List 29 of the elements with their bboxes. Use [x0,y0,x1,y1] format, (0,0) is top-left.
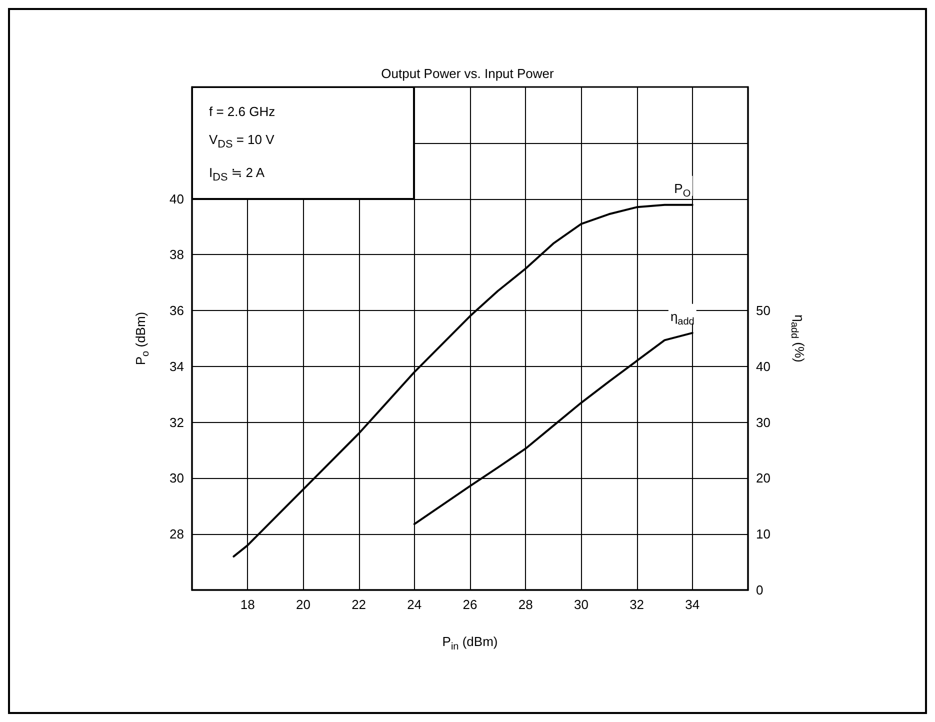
y2-tick-label: 30 [756,414,770,430]
y2-axis-title: ηadd (%) [788,314,807,362]
y-tick-label: 40 [170,191,184,206]
y-tick-label: 36 [170,303,184,318]
y2-tick-label: 20 [756,470,770,486]
x-tick-label: 24 [407,597,422,612]
y-tick-label: 34 [170,358,184,374]
y2-tick-label: 0 [756,582,764,598]
annotation: V$_{DS}$ = 10 V [209,131,276,153]
y-tick-label: 30 [170,470,184,486]
annotation: I$_{DS}$ ≒ 2 A [209,164,266,186]
y2-tick-label: 10 [756,526,770,542]
x-tick-label: 22 [352,597,366,612]
x-tick-label: 28 [518,597,533,612]
x-tick-label: 18 [240,597,255,612]
note-box: f = 2.6 GHz V$_{DS}$ = 10 V I$_{DS}$ ≒ 2 A [192,87,414,199]
y2-tick-label: 40 [756,358,770,374]
x-tick-label: 26 [462,597,478,612]
x-tick-label: 20 [296,597,310,612]
y-tick-label: 32 [170,414,184,430]
y2-tick-label: 50 [756,303,770,318]
y-tick-label: 38 [170,247,184,262]
x-tick-label: 30 [574,597,588,612]
annotation: f = 2.6 GHz [209,103,276,121]
chart-title: Output Power vs. Input Power [381,66,555,81]
x-tick-label: 32 [630,597,644,612]
x-tick-label: 34 [685,597,700,612]
y-axis-title: Po (dBm) [133,312,152,366]
y-tick-label: 28 [170,526,184,542]
